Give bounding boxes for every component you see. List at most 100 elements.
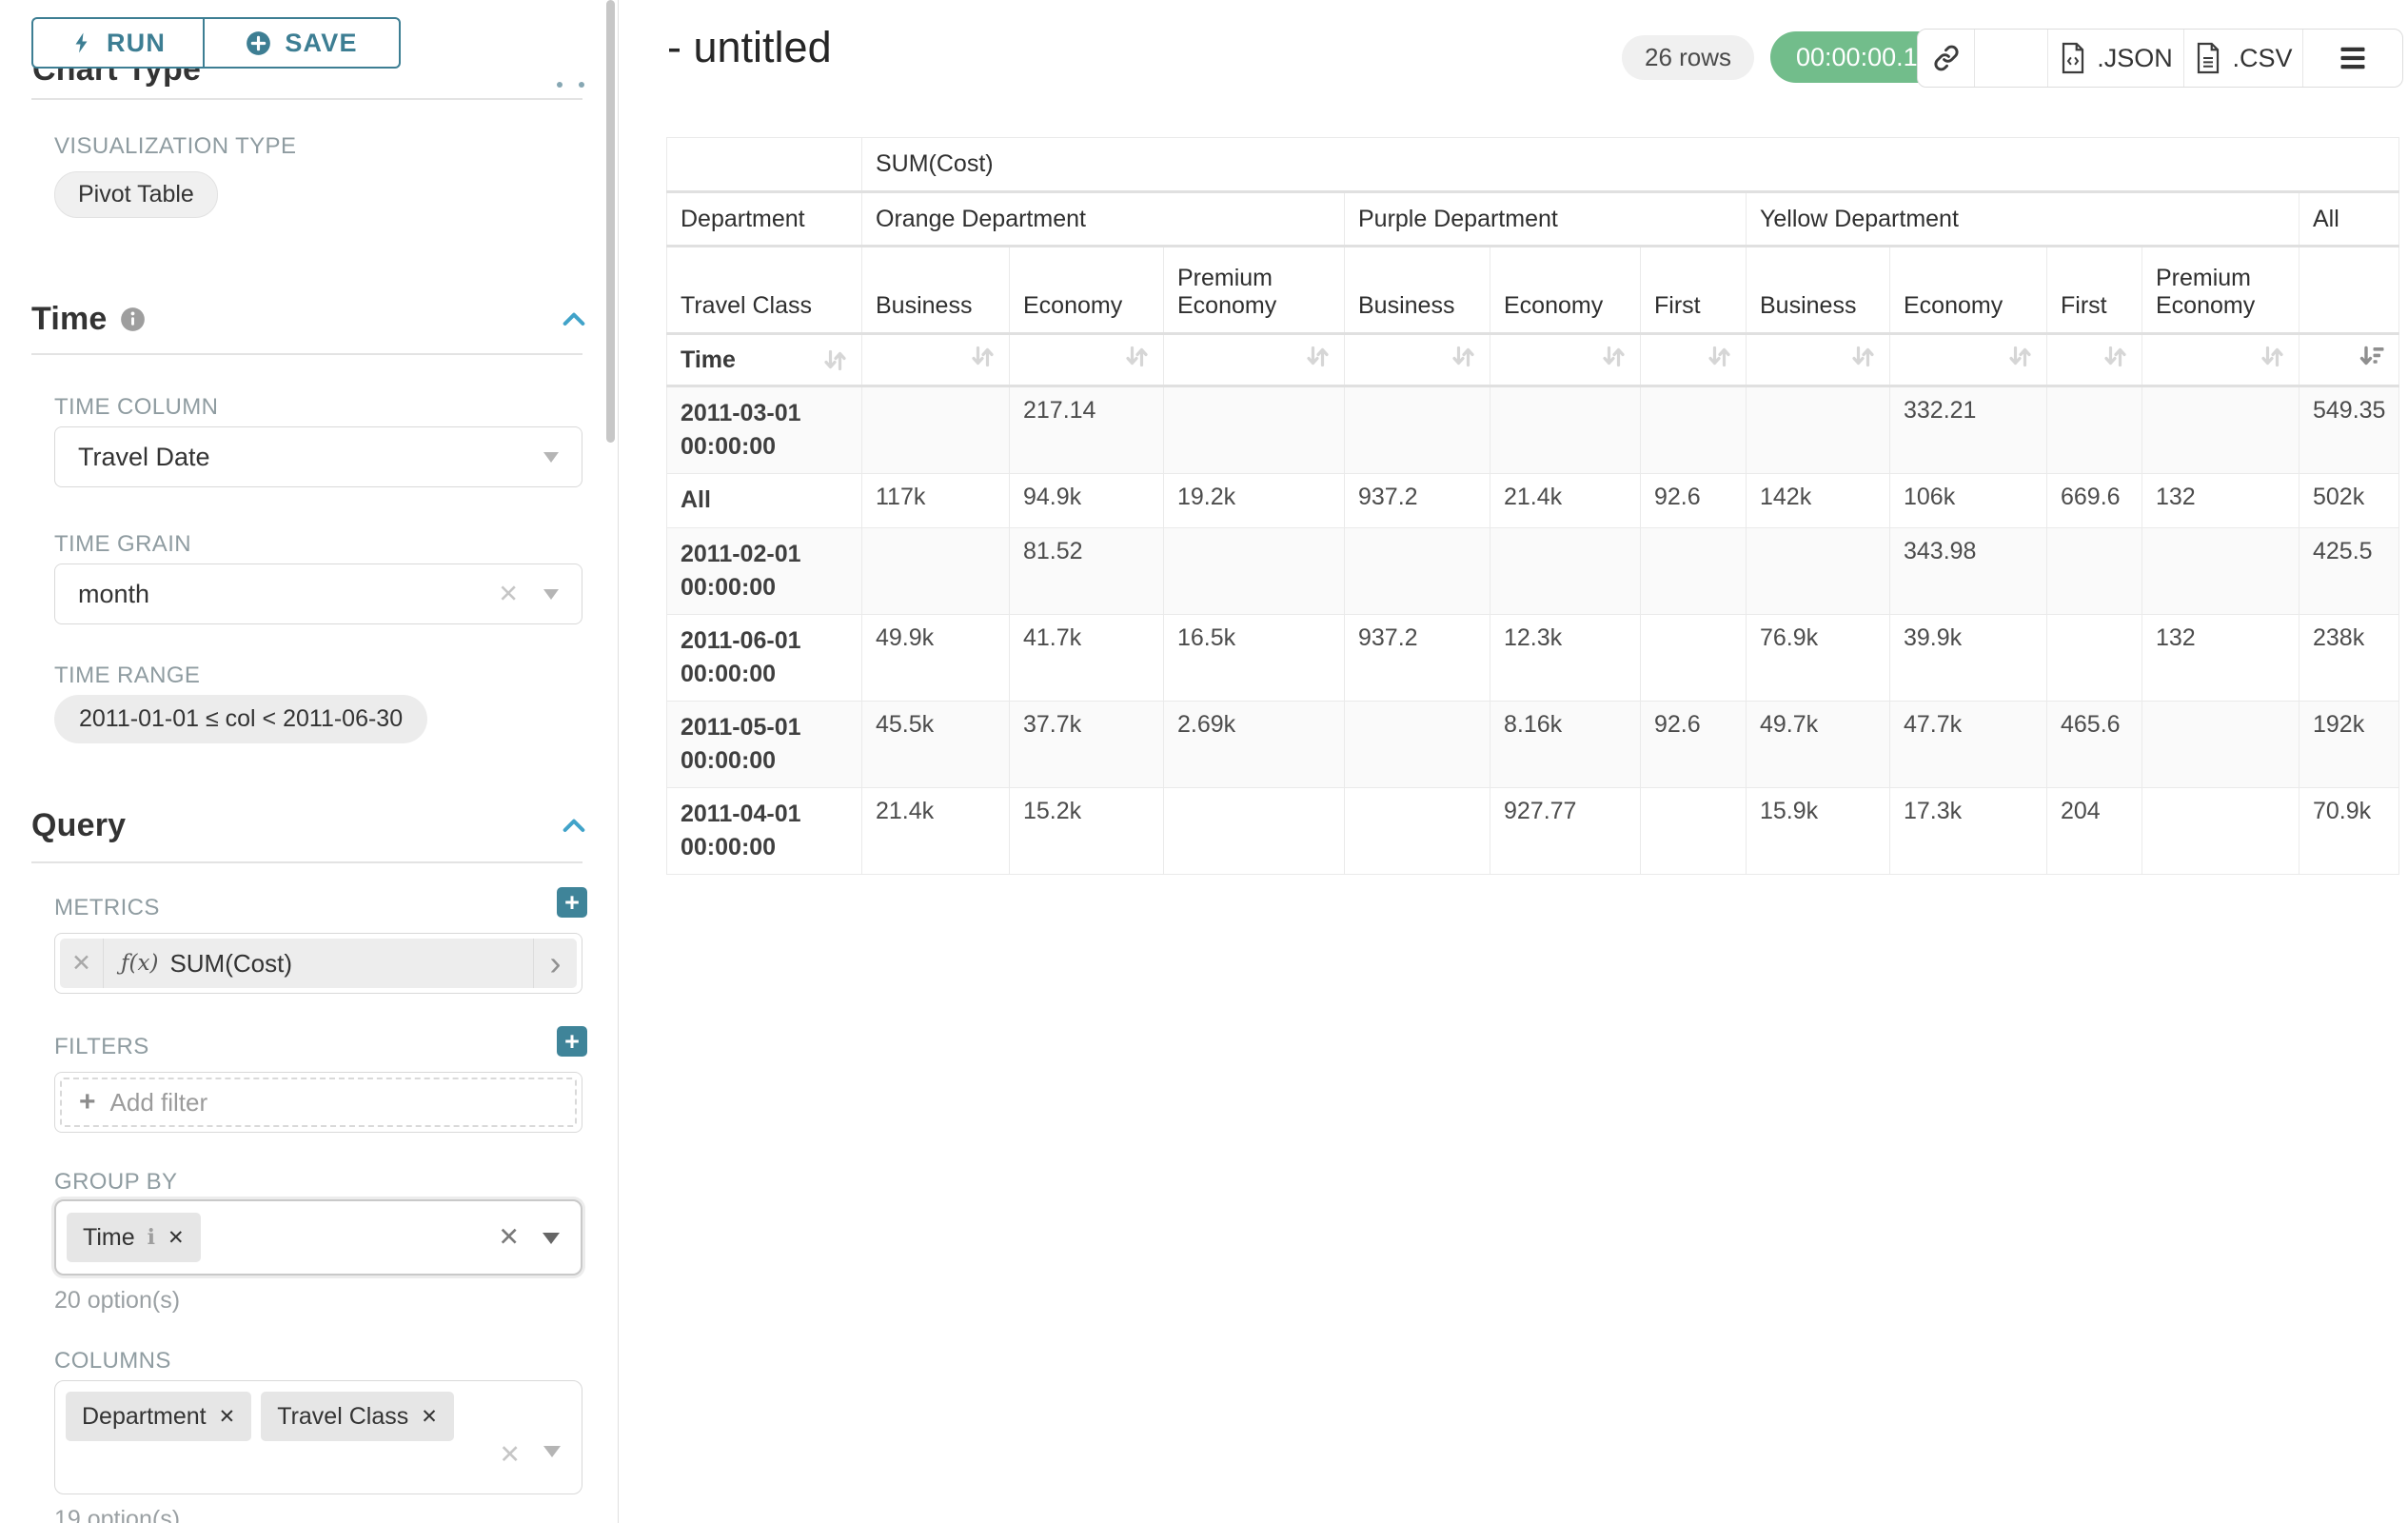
embed-code-button[interactable] bbox=[1975, 30, 2048, 87]
chart-title[interactable]: - untitled bbox=[667, 23, 832, 71]
menu-icon bbox=[2340, 47, 2365, 69]
sort-header-cell[interactable] bbox=[1009, 333, 1164, 387]
value-cell: 16.5k bbox=[1163, 614, 1345, 702]
sort-icon bbox=[824, 349, 846, 370]
sort-header-cell[interactable] bbox=[2046, 333, 2142, 387]
value-cell: 92.6 bbox=[1640, 473, 1747, 528]
info-icon: i bbox=[147, 1225, 155, 1250]
clear-icon[interactable]: ✕ bbox=[498, 579, 519, 608]
chart-type-collapse-icon[interactable] bbox=[557, 82, 584, 88]
time-collapse-chevron-icon[interactable] bbox=[559, 305, 589, 335]
value-cell: 47.7k bbox=[1889, 701, 2047, 788]
time-section-title: Time bbox=[31, 301, 108, 337]
sort-header-cell[interactable] bbox=[1746, 333, 1890, 387]
remove-metric-icon[interactable]: ✕ bbox=[60, 939, 104, 988]
column-group-header: Orange Department bbox=[861, 191, 1345, 247]
value-cell bbox=[1746, 527, 1890, 615]
remove-tag-icon[interactable]: ✕ bbox=[421, 1405, 438, 1428]
time-range-pill[interactable]: 2011-01-01 ≤ col < 2011-06-30 bbox=[54, 695, 428, 743]
table-row: 2011-04-01 00:00:00 21.4k 15.2k 927.77 15.9k… bbox=[666, 787, 2400, 875]
sort-header-cell[interactable] bbox=[1490, 333, 1641, 387]
pivot-metric-header: SUM(Cost) bbox=[860, 137, 2400, 193]
value-cell: 549.35 bbox=[2298, 386, 2400, 474]
sort-header-cell[interactable] bbox=[2142, 333, 2299, 387]
add-filter-button[interactable]: + Add filter bbox=[60, 1078, 577, 1127]
value-cell bbox=[1490, 386, 1641, 474]
value-cell: 106k bbox=[1889, 473, 2047, 528]
menu-button[interactable] bbox=[2303, 30, 2402, 87]
columns-select[interactable]: Department ✕ Travel Class ✕ ✕ bbox=[54, 1380, 582, 1494]
time-column-select[interactable]: Travel Date bbox=[54, 426, 582, 487]
value-cell bbox=[2046, 527, 2142, 615]
value-cell bbox=[861, 386, 1010, 474]
remove-tag-icon[interactable]: ✕ bbox=[218, 1405, 236, 1428]
value-cell: 132 bbox=[2142, 614, 2299, 702]
columns-tag[interactable]: Department ✕ bbox=[66, 1392, 252, 1441]
value-cell: 49.7k bbox=[1746, 701, 1890, 788]
column-leaf-header: First bbox=[2046, 246, 2142, 335]
sort-header-cell[interactable] bbox=[1344, 333, 1490, 387]
add-filter-plus-button[interactable]: + bbox=[557, 1026, 587, 1057]
columns-tag[interactable]: Travel Class ✕ bbox=[261, 1392, 454, 1441]
sort-header-cell[interactable] bbox=[1163, 333, 1345, 387]
edit-metric-chevron-icon[interactable]: › bbox=[533, 939, 577, 988]
table-row: 2011-03-01 00:00:00 217.14 332.21 549.35 bbox=[666, 386, 2400, 474]
table-row: All 117k 94.9k 19.2k 937.2 21.4k 92.6 142k 106k 6… bbox=[666, 473, 2400, 528]
value-cell bbox=[1163, 787, 1345, 875]
row-label-cell: 2011-02-01 00:00:00 bbox=[666, 527, 862, 615]
group-by-select[interactable]: Time i ✕ ✕ bbox=[54, 1199, 582, 1276]
value-cell bbox=[1640, 614, 1747, 702]
column-group-header: All bbox=[2298, 191, 2400, 247]
chevron-down-icon bbox=[543, 1233, 560, 1244]
value-cell: 92.6 bbox=[1640, 701, 1747, 788]
column-leaf-header: Economy bbox=[1889, 246, 2047, 335]
column-group-header: Yellow Department bbox=[1746, 191, 2299, 247]
group-by-tag[interactable]: Time i ✕ bbox=[67, 1213, 201, 1262]
column-leaf-header: Business bbox=[861, 246, 1010, 335]
sort-icon bbox=[1603, 346, 1625, 367]
value-cell bbox=[2142, 787, 2299, 875]
row-count-badge: 26 rows bbox=[1622, 35, 1755, 80]
row-label-cell: 2011-04-01 00:00:00 bbox=[666, 787, 862, 875]
clear-icon[interactable]: ✕ bbox=[498, 1222, 520, 1252]
value-cell: 39.9k bbox=[1889, 614, 2047, 702]
clear-icon[interactable]: ✕ bbox=[499, 1440, 521, 1469]
panel-scrollbar[interactable] bbox=[606, 0, 615, 443]
add-metric-button[interactable]: + bbox=[557, 887, 587, 918]
chevron-down-icon bbox=[543, 452, 559, 463]
visualization-type-pill[interactable]: Pivot Table bbox=[54, 171, 218, 218]
value-cell bbox=[1163, 527, 1345, 615]
group-by-label: GROUP BY bbox=[54, 1169, 178, 1195]
metrics-control: ✕ ƒ(x) SUM(Cost) › bbox=[54, 933, 582, 994]
sort-header-cell[interactable] bbox=[1889, 333, 2047, 387]
time-section-header[interactable]: Time bbox=[31, 301, 146, 338]
info-icon bbox=[120, 307, 145, 331]
run-button[interactable]: RUN bbox=[31, 17, 203, 69]
value-cell bbox=[1163, 386, 1345, 474]
remove-tag-icon[interactable]: ✕ bbox=[168, 1226, 185, 1249]
value-cell bbox=[2046, 386, 2142, 474]
sort-header-cell[interactable] bbox=[2298, 333, 2400, 387]
query-collapse-chevron-icon[interactable] bbox=[559, 811, 589, 841]
value-cell: 37.7k bbox=[1009, 701, 1164, 788]
value-cell: 76.9k bbox=[1746, 614, 1890, 702]
metric-pill[interactable]: ✕ ƒ(x) SUM(Cost) › bbox=[60, 939, 577, 988]
save-button[interactable]: SAVE bbox=[203, 17, 401, 69]
file-csv-icon bbox=[2198, 42, 2220, 74]
file-csv-button[interactable]: .CSV bbox=[2184, 30, 2303, 87]
time-grain-select[interactable]: month ✕ bbox=[54, 564, 582, 624]
value-cell bbox=[1344, 527, 1490, 615]
columns-options-hint: 19 option(s) bbox=[54, 1506, 181, 1523]
sort-icon bbox=[1452, 346, 1474, 367]
value-cell bbox=[1746, 386, 1890, 474]
sort-icon bbox=[1708, 346, 1730, 367]
sort-header-cell[interactable] bbox=[861, 333, 1010, 387]
query-section-header[interactable]: Query bbox=[31, 807, 126, 844]
sort-header-cell[interactable]: Time bbox=[666, 333, 862, 387]
value-cell bbox=[1344, 787, 1490, 875]
sort-header-cell[interactable] bbox=[1640, 333, 1747, 387]
file-json-button[interactable]: .JSON bbox=[2048, 30, 2184, 87]
chart-area: - untitled 26 rows 00:00:00.18 .JSON .CSV… bbox=[620, 0, 2408, 1523]
link-button[interactable] bbox=[1918, 30, 1975, 87]
sort-desc-icon bbox=[2360, 346, 2384, 366]
